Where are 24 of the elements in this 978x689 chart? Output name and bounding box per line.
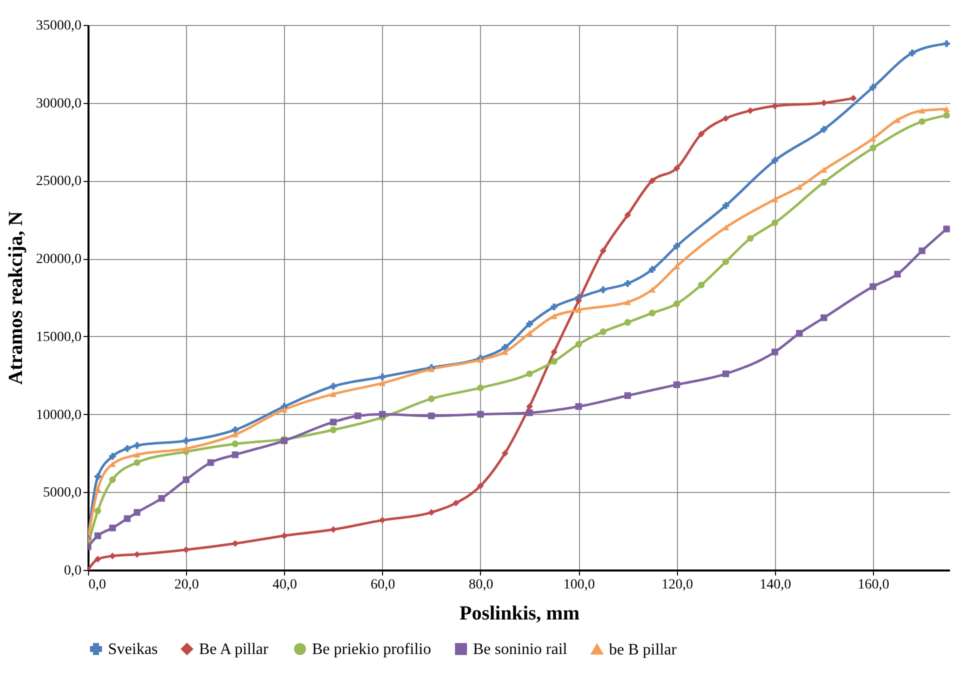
x-tick-label: 60,0 bbox=[370, 578, 396, 592]
y-tick-label: 0,0 bbox=[64, 564, 82, 578]
y-tick-label: 20000,0 bbox=[36, 252, 82, 268]
y-tick-label: 15000,0 bbox=[36, 330, 82, 345]
x-tick-label: 100,0 bbox=[563, 578, 595, 592]
x-tick-label: 160,0 bbox=[858, 578, 890, 592]
y-axis-title: Atramos reakcija, N bbox=[5, 210, 27, 385]
x-tick-label: 40,0 bbox=[272, 578, 297, 592]
legend-label: Be soninio rail bbox=[473, 641, 568, 658]
x-tick-label: 0,0 bbox=[88, 578, 106, 592]
y-tick-label: 30000,0 bbox=[36, 96, 82, 112]
legend-label: Be priekio profilio bbox=[312, 641, 432, 658]
x-axis-title: Poslinkis, mm bbox=[459, 602, 580, 624]
legend-label: Be A pillar bbox=[199, 641, 269, 658]
x-tick-label: 120,0 bbox=[661, 578, 693, 592]
x-tick-label: 80,0 bbox=[468, 578, 494, 592]
x-tick-label: 140,0 bbox=[760, 578, 792, 592]
legend-label: be B pillar bbox=[609, 641, 678, 658]
y-tick-label: 35000,0 bbox=[36, 18, 82, 34]
y-tick-label: 25000,0 bbox=[36, 174, 82, 190]
y-tick-label: 10000,0 bbox=[36, 408, 82, 423]
legend-label: Sveikas bbox=[108, 641, 158, 658]
x-tick-label: 20,0 bbox=[174, 578, 199, 592]
y-tick-label: 5000,0 bbox=[43, 486, 82, 501]
